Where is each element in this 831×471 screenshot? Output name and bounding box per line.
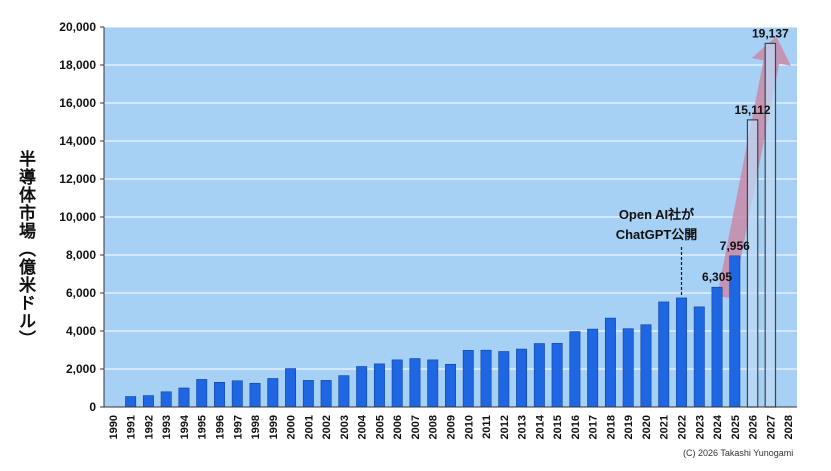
- y-axis-label: 半導体市場（億米ドル）: [15, 150, 35, 348]
- bar-2009: [445, 363, 456, 408]
- y-tick-label: 10,000: [59, 210, 96, 224]
- bar-2019: [622, 328, 634, 408]
- x-tick-label: 2024: [712, 414, 724, 439]
- bar-1996: [214, 381, 225, 408]
- y-tick-label: 2,000: [66, 362, 96, 376]
- x-tick-label: 1996: [215, 415, 227, 439]
- x-tick-label: 1991: [126, 415, 138, 439]
- x-tick-label: 1993: [161, 415, 173, 439]
- annotation-text: ChatGPT公開: [616, 227, 698, 242]
- bar-2005: [373, 363, 385, 408]
- x-tick-label: 2027: [765, 415, 777, 439]
- x-tick-label: 1990: [108, 415, 120, 439]
- bar-1999: [267, 378, 279, 408]
- x-tick-label: 2002: [321, 415, 333, 439]
- bar-1994: [178, 387, 190, 408]
- x-tick-label: 2001: [303, 415, 315, 439]
- bar-2010: [462, 350, 474, 408]
- x-tick-label: 2000: [286, 415, 298, 439]
- y-tick-label: 20,000: [59, 20, 96, 34]
- x-tick-label: 2020: [641, 415, 653, 439]
- x-tick-label: 2004: [357, 414, 369, 439]
- y-tick-label: 0: [89, 400, 96, 414]
- bar-1997: [231, 380, 243, 408]
- data-label-2026: 15,112: [735, 103, 771, 117]
- bar-2003: [338, 375, 350, 408]
- x-tick-label: 2025: [730, 415, 742, 439]
- x-tick-label: 2015: [552, 415, 564, 439]
- bar-2011: [480, 349, 492, 408]
- bar-2023: [693, 306, 705, 408]
- bar-1992: [142, 395, 154, 408]
- bar-2024: [711, 286, 723, 408]
- bar-2021: [658, 301, 670, 408]
- x-tick-label: 2017: [588, 415, 600, 439]
- x-tick-label: 2018: [605, 415, 617, 439]
- x-tick-label: 2023: [694, 415, 706, 439]
- bar-2018: [604, 317, 616, 408]
- x-tick-label: 2021: [659, 415, 671, 439]
- x-tick-label: 1995: [197, 415, 209, 439]
- x-tick-label: 1998: [250, 415, 262, 439]
- bar-2014: [533, 343, 545, 408]
- bar-2022: [676, 297, 687, 408]
- x-tick-label: 2011: [481, 415, 493, 439]
- bar-2015: [551, 343, 563, 408]
- bar-2013: [516, 348, 528, 408]
- bar-2006: [391, 359, 403, 408]
- bar-2008: [427, 359, 439, 408]
- bar-2026: [746, 119, 759, 408]
- x-tick-label: 2012: [499, 415, 511, 439]
- bar-2004: [356, 366, 368, 408]
- x-tick-label: 2005: [374, 415, 386, 439]
- x-tick-label: 2008: [428, 415, 440, 439]
- bar-1998: [249, 382, 261, 408]
- x-tick-label: 2003: [339, 415, 351, 439]
- x-tick-label: 1999: [268, 415, 280, 439]
- x-tick-label: 2022: [677, 415, 689, 439]
- bar-2012: [498, 351, 510, 408]
- bar-2017: [587, 328, 599, 408]
- y-tick-label: 12,000: [59, 172, 96, 186]
- bar-1995: [196, 379, 208, 408]
- data-label-2025: 7,956: [720, 239, 750, 253]
- bar-2001: [302, 380, 314, 408]
- data-label-2027: 19,137: [752, 26, 789, 40]
- y-tick-label: 8,000: [66, 248, 96, 262]
- bar-1993: [160, 391, 172, 408]
- bar-2027: [764, 42, 777, 408]
- x-tick-label: 2014: [534, 414, 546, 439]
- x-tick-label: 2007: [410, 415, 422, 439]
- x-tick-label: 1994: [179, 414, 191, 439]
- x-tick-label: 2026: [748, 415, 760, 439]
- x-tick-label: 2019: [623, 415, 635, 439]
- y-tick-label: 14,000: [59, 134, 96, 148]
- x-tick-label: 2009: [446, 415, 458, 439]
- y-tick-label: 6,000: [66, 286, 96, 300]
- bar-2000: [285, 368, 297, 408]
- x-tick-label: 2016: [570, 415, 582, 439]
- data-label-2024: 6,305: [702, 270, 732, 284]
- bar-2007: [409, 358, 421, 408]
- x-tick-label: 2010: [463, 415, 475, 439]
- x-tick-label: 1997: [232, 415, 244, 439]
- copyright-credit: (C) 2026 Takashi Yunogami: [683, 448, 794, 458]
- bar-2002: [320, 380, 332, 408]
- bar-2020: [640, 324, 652, 408]
- y-tick-label: 16,000: [59, 96, 96, 110]
- annotation-text: Open AI社が: [619, 207, 694, 222]
- x-tick-label: 2013: [517, 415, 529, 439]
- x-tick-label: 1992: [143, 415, 155, 439]
- y-tick-label: 4,000: [66, 324, 96, 338]
- bar-1991: [125, 396, 137, 408]
- y-tick-label: 18,000: [59, 58, 96, 72]
- x-tick-label: 2028: [783, 415, 795, 439]
- bar-2016: [569, 331, 581, 408]
- x-tick-label: 2006: [392, 415, 404, 439]
